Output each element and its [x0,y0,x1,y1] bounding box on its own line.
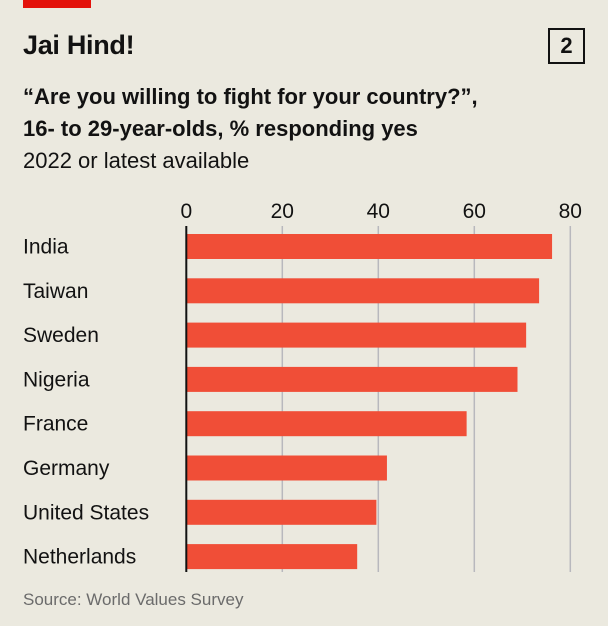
tick-label: 20 [271,200,294,223]
category-label: Nigeria [23,368,90,391]
subtitle-line-1: “Are you willing to fight for your count… [23,84,478,109]
category-label: India [23,236,69,259]
chart-title: Jai Hind! [23,30,135,60]
subtitle-note: 2022 or latest available [23,148,250,173]
bar [186,278,540,304]
category-label: Germany [23,457,110,480]
bar [186,322,527,348]
tick-label: 0 [180,200,192,223]
bar [186,366,518,392]
bar [186,544,358,570]
bar [186,499,377,525]
bar [186,234,553,259]
category-label: United States [23,501,149,524]
tick-label: 60 [463,200,486,223]
chart-number-badge: 2 [548,28,585,64]
tick-label: 80 [559,200,582,223]
subtitle-line-2: 16- to 29-year-olds, % responding yes [23,116,418,141]
category-label: Netherlands [23,546,136,569]
category-label: France [23,413,88,436]
category-label: Taiwan [23,280,88,303]
bar [186,411,467,437]
brand-tag [23,0,91,8]
category-label: Sweden [23,324,99,347]
bar [186,455,387,481]
source-note: Source: World Values Survey [23,590,244,609]
tick-label: 40 [367,200,390,223]
